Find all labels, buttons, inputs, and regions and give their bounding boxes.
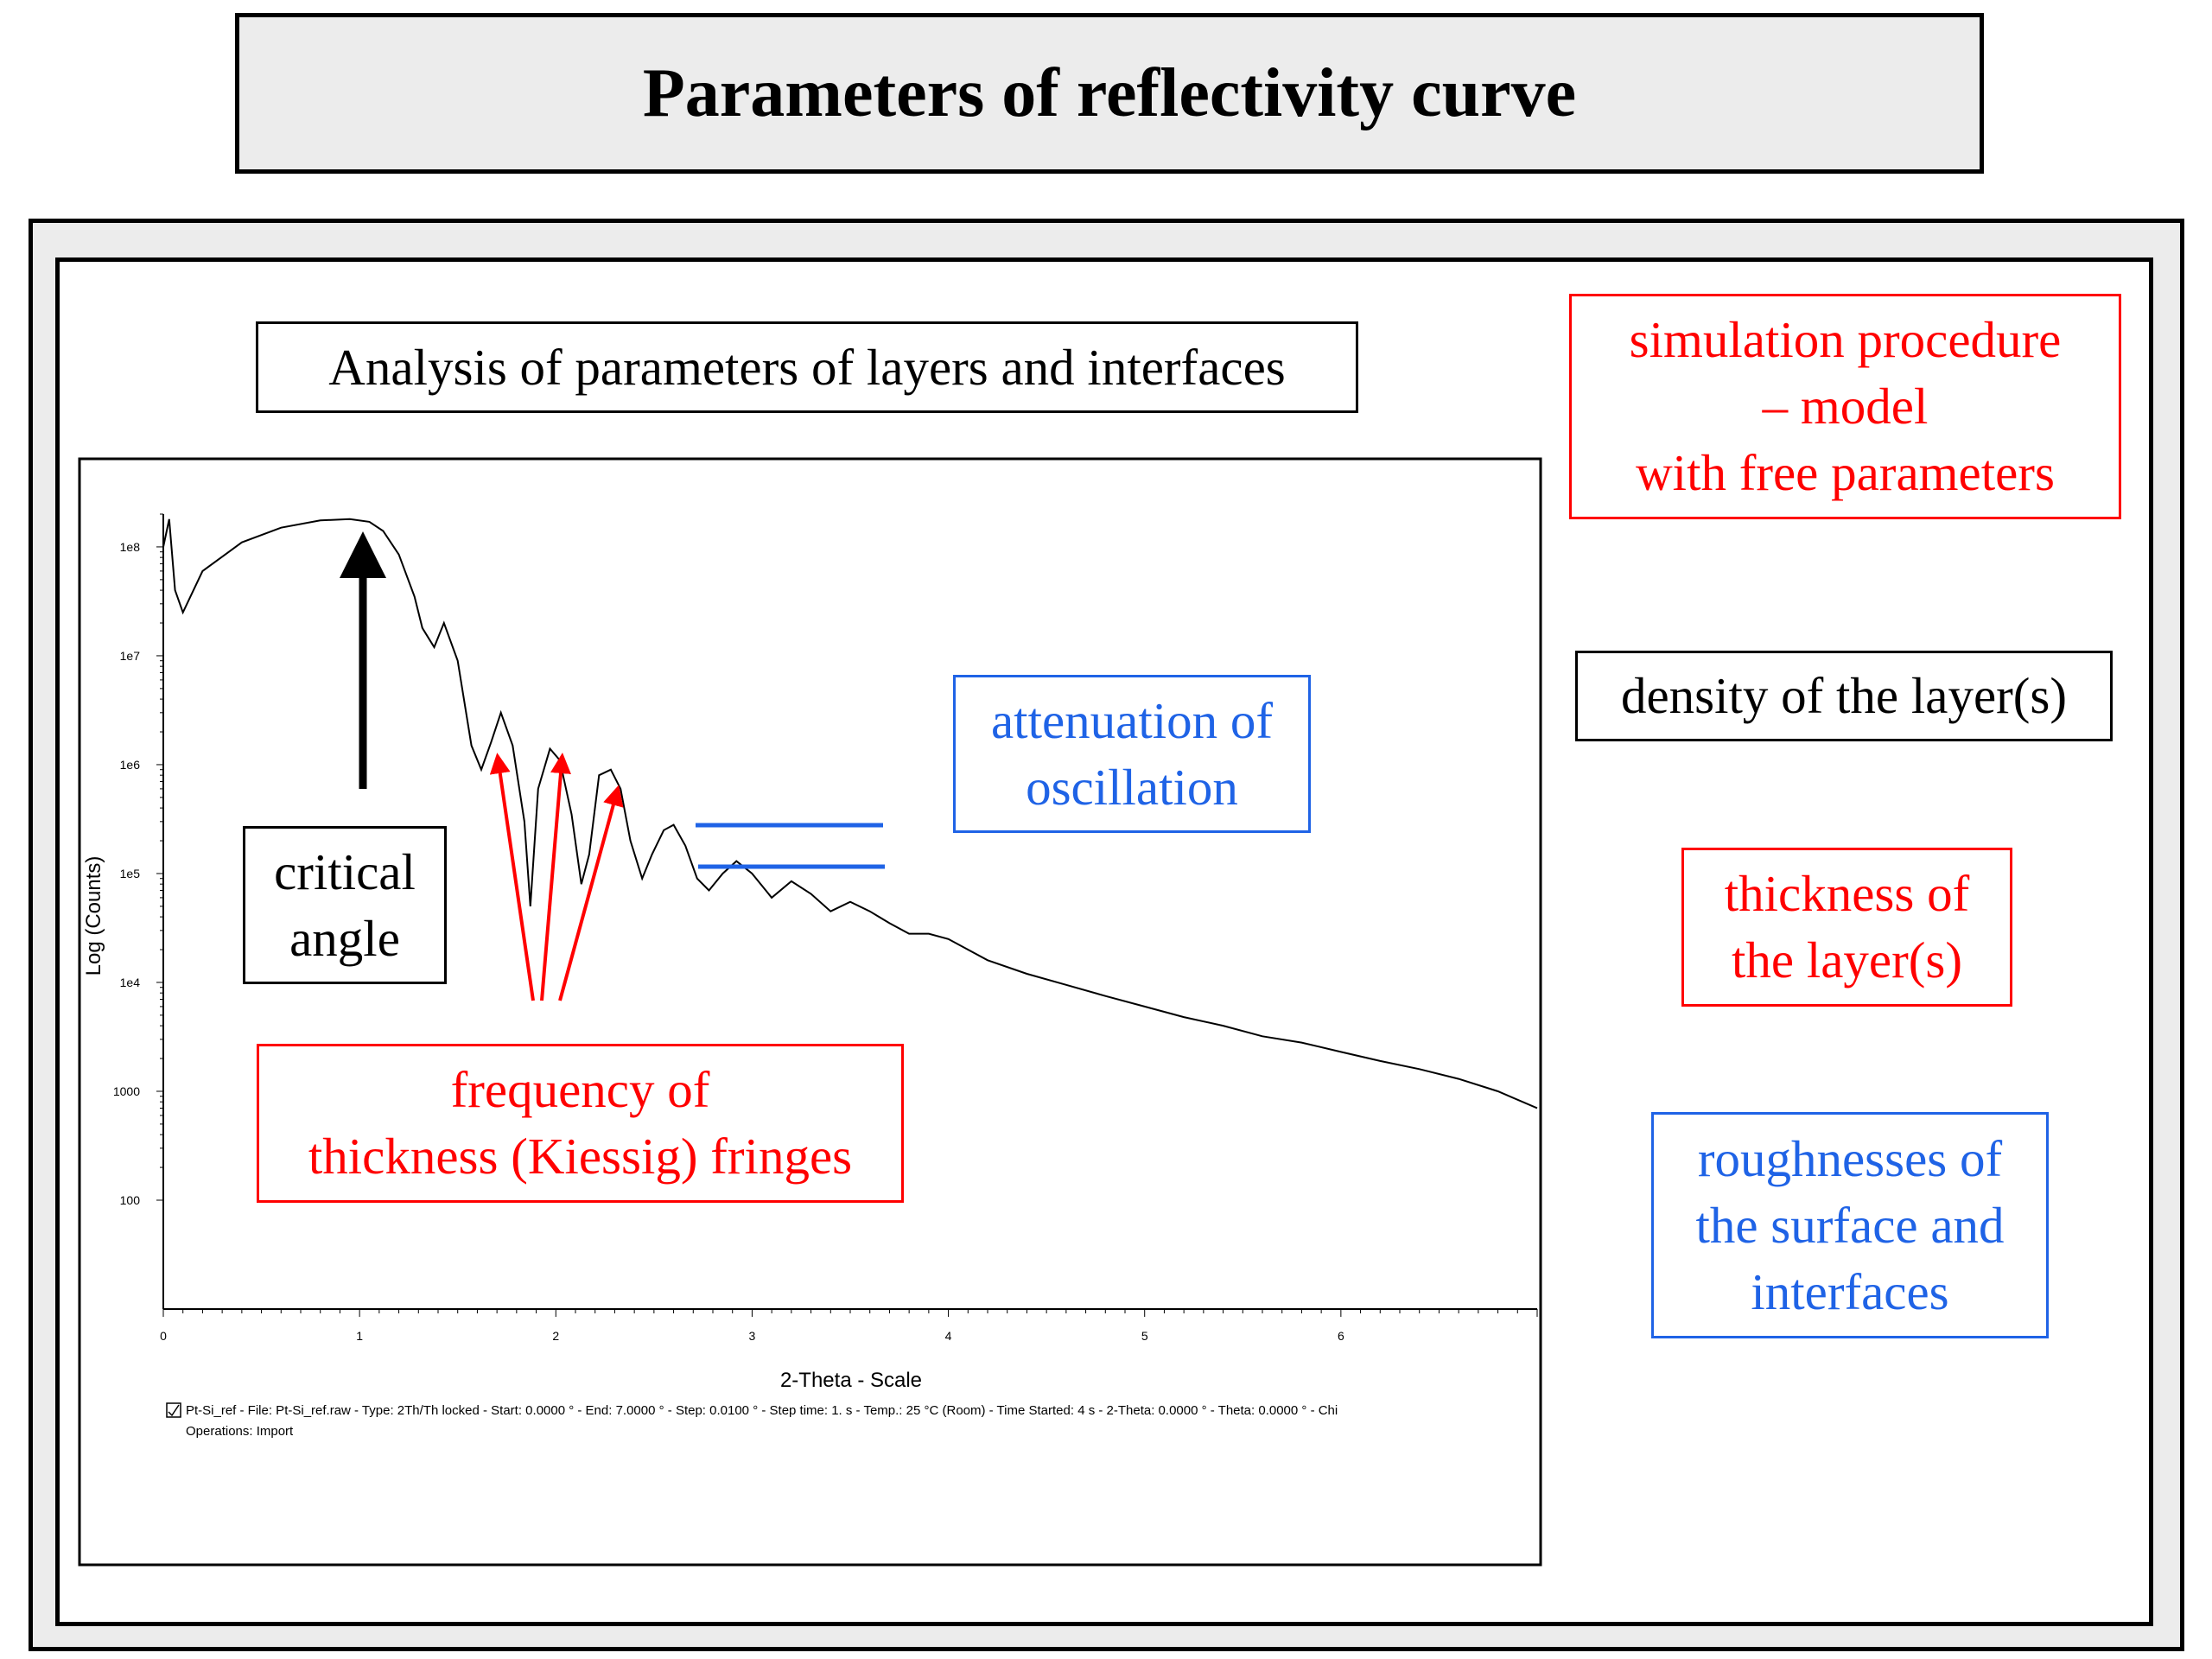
critical-angle-label: critical angle: [243, 826, 447, 984]
series-legend-icon: [166, 1402, 181, 1418]
y-tick-label: 100: [120, 1193, 141, 1207]
x-axis-title: 2-Theta - Scale: [780, 1369, 922, 1392]
attenuation-label: attenuation of oscillation: [953, 675, 1311, 833]
fringe-arrow-1: [489, 753, 535, 1001]
y-axis-title: Log (Counts): [82, 856, 105, 976]
fringe-arrow-3: [558, 785, 624, 1001]
y-tick-label: 1e6: [120, 758, 141, 772]
x-tick-label: 6: [1338, 1329, 1344, 1343]
y-tick-label: 1e4: [120, 976, 141, 989]
kiessig-fringes-label: frequency of thickness (Kiessig) fringes: [257, 1044, 904, 1203]
x-tick-label: 5: [1141, 1329, 1148, 1343]
page-title: Parameters of reflectivity curve: [642, 54, 1577, 131]
y-tick-label: 1e8: [120, 540, 141, 554]
y-tick-label: 1000: [113, 1084, 140, 1098]
operations-line: Operations: Import: [186, 1424, 294, 1439]
y-tick-label: 1e7: [120, 649, 141, 663]
x-tick-label: 0: [160, 1329, 167, 1343]
x-tick-label: 3: [749, 1329, 756, 1343]
density-label: density of the layer(s): [1575, 651, 2113, 741]
x-tick-label: 1: [356, 1329, 363, 1343]
fringe-arrow-2: [540, 753, 571, 1001]
scan-info-line: Pt-Si_ref - File: Pt-Si_ref.raw - Type: …: [186, 1403, 1338, 1418]
title-box: Parameters of reflectivity curve: [235, 13, 1984, 174]
simulation-label: simulation procedure – model with free p…: [1569, 294, 2121, 519]
thickness-label: thickness of the layer(s): [1681, 848, 2012, 1007]
axes: 0 1 2 3 4 5 6 100 1000 1e4 1e5 1e6 1e7 1e8: [113, 513, 1538, 1343]
x-tick-label: 4: [945, 1329, 952, 1343]
x-tick-label: 2: [552, 1329, 559, 1343]
reflectivity-curve: [162, 518, 1538, 1109]
analysis-label: Analysis of parameters of layers and int…: [256, 321, 1358, 413]
y-tick-label: 1e5: [120, 867, 141, 880]
plot-frame: [78, 457, 1542, 1567]
roughness-label: roughnesses of the surface and interface…: [1651, 1112, 2049, 1338]
